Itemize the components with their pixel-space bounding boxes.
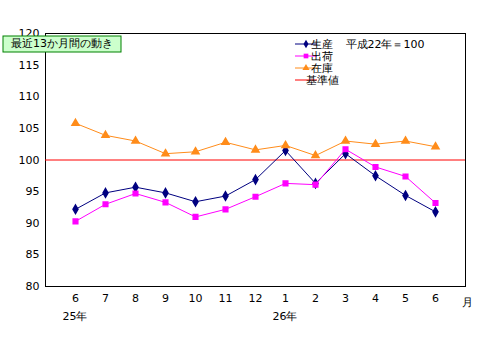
svg-text:95: 95 (26, 185, 40, 198)
svg-text:平成22年＝100: 平成22年＝100 (346, 38, 425, 51)
svg-text:1: 1 (282, 292, 289, 305)
svg-text:120: 120 (18, 27, 40, 40)
svg-text:115: 115 (19, 59, 40, 72)
svg-text:5: 5 (402, 292, 409, 305)
svg-text:4: 4 (372, 292, 379, 305)
svg-text:110: 110 (19, 90, 40, 103)
svg-text:11: 11 (219, 292, 233, 305)
svg-text:2: 2 (312, 292, 319, 305)
svg-text:10: 10 (189, 292, 203, 305)
svg-text:12: 12 (249, 292, 263, 305)
svg-text:3: 3 (342, 292, 349, 305)
svg-text:100: 100 (19, 154, 40, 167)
svg-text:6: 6 (72, 292, 79, 305)
svg-text:90: 90 (26, 217, 40, 230)
svg-text:25年: 25年 (63, 310, 88, 323)
svg-text:最近13か月間の動き: 最近13か月間の動き (11, 37, 113, 50)
svg-text:26年: 26年 (273, 310, 298, 323)
svg-text:生産: 生産 (311, 38, 333, 51)
svg-text:月: 月 (462, 296, 473, 309)
svg-text:7: 7 (102, 292, 109, 305)
svg-text:出荷: 出荷 (311, 50, 333, 63)
svg-text:基準値: 基準値 (306, 74, 339, 87)
svg-text:8: 8 (132, 292, 139, 305)
svg-text:在庫: 在庫 (311, 62, 333, 75)
svg-text:6: 6 (432, 292, 439, 305)
svg-text:105: 105 (19, 122, 40, 135)
svg-text:85: 85 (26, 248, 40, 261)
svg-text:80: 80 (26, 280, 40, 293)
svg-text:9: 9 (162, 292, 169, 305)
